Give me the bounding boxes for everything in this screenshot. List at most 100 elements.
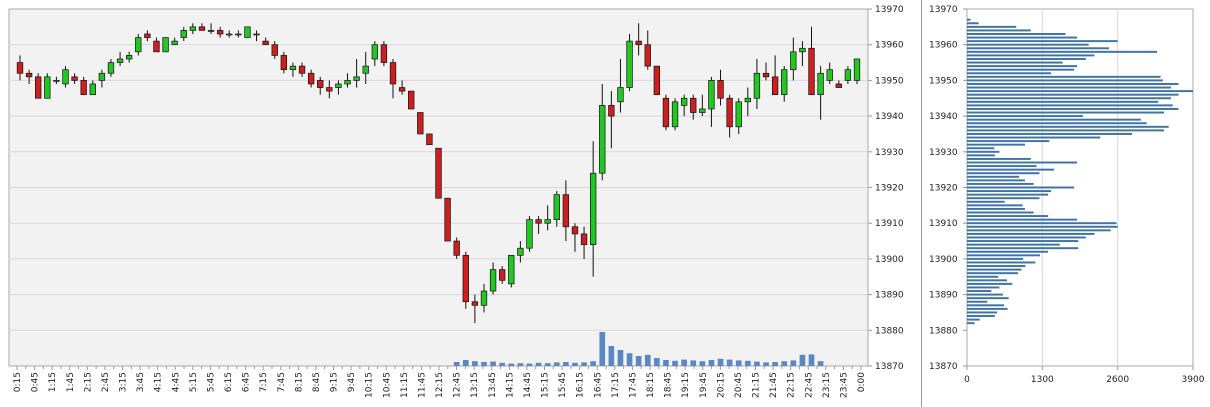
profile-bar — [967, 211, 1034, 214]
x-tick-label: 9:15 — [330, 372, 340, 392]
candle-body — [489, 269, 497, 292]
x-tick-label: 20:15 — [716, 372, 726, 398]
profile-bar — [967, 297, 1009, 300]
profile-bar — [967, 265, 1026, 268]
candle-body — [589, 172, 597, 245]
profile-bar — [967, 65, 1078, 68]
profile-bar — [967, 154, 995, 157]
volume-bar — [772, 362, 778, 366]
profile-bar — [967, 304, 1005, 307]
x-tick-label: 21:15 — [752, 372, 762, 398]
candle-body — [726, 97, 733, 128]
profile-bar — [967, 118, 1141, 121]
profile-bar — [967, 86, 1171, 89]
profile-bar — [967, 47, 1109, 50]
profile-bar — [967, 279, 1007, 282]
volume-bar — [735, 360, 742, 366]
candle-body — [653, 65, 661, 96]
candle-body — [180, 30, 187, 38]
volume-bar — [754, 361, 760, 366]
candle-body — [844, 69, 852, 81]
x-tick-label: 6:45 — [242, 372, 252, 392]
x-tick-label: 0:45 — [31, 372, 41, 392]
y-tick-label: 13950 — [875, 76, 904, 86]
profile-bar — [967, 57, 1086, 60]
profile-bar — [967, 240, 1079, 243]
candle-body — [189, 26, 197, 31]
profile-bar — [967, 282, 1013, 285]
volume-bar — [745, 360, 751, 366]
x-tick-label: 3:45 — [136, 372, 146, 392]
candle-body — [453, 240, 460, 256]
candle-body — [553, 194, 560, 220]
profile-bar — [967, 232, 1095, 235]
x-tick-label: 0:00 — [857, 372, 867, 392]
profile-bar — [967, 115, 1083, 118]
candle-body — [16, 62, 24, 74]
profile-y-tick-label: 13890 — [929, 291, 958, 301]
y-tick-label: 13900 — [875, 255, 904, 265]
candle-body — [226, 33, 233, 36]
profile-bar — [967, 33, 1066, 35]
candle-body — [771, 76, 779, 96]
y-tick-label: 13890 — [875, 291, 904, 301]
x-tick-label: 1:15 — [48, 372, 58, 392]
volume-bar — [672, 360, 678, 366]
candle-body — [781, 69, 788, 96]
profile-bar — [967, 275, 999, 278]
volume-bar — [663, 360, 669, 366]
candle-body — [717, 80, 724, 99]
candle-body — [335, 83, 342, 88]
profile-bar — [967, 25, 1017, 28]
profile-bar — [967, 75, 1161, 78]
profile-bar — [967, 272, 1018, 275]
candle-body — [25, 72, 33, 78]
x-tick-label: 4:15 — [154, 372, 164, 392]
volume-bar — [708, 360, 715, 366]
profile-bar — [967, 29, 1031, 32]
candle-body — [480, 290, 488, 306]
candle-body — [562, 194, 570, 228]
candle-body — [80, 80, 87, 96]
profile-bar — [967, 43, 1089, 46]
profile-x-tick-label: 3900 — [1182, 375, 1205, 385]
candle-body — [744, 97, 751, 103]
profile-bar — [967, 140, 1050, 143]
candle-body — [690, 97, 697, 113]
x-tick-label: 18:45 — [664, 372, 674, 398]
x-tick-label: 17:45 — [628, 372, 638, 398]
candle-body — [116, 58, 124, 63]
profile-bar — [967, 175, 1020, 178]
profile-bar — [967, 129, 1165, 132]
volume-bar — [808, 354, 815, 366]
candle-body — [253, 33, 260, 36]
profile-bar — [967, 236, 1086, 239]
x-tick-label: 8:15 — [294, 372, 304, 392]
candle-body — [171, 40, 178, 46]
candlestick-chart: 13970 13960 13950 13940 13930 13920 13910 13900… — [8, 5, 904, 398]
candle-body — [626, 40, 633, 88]
candle-body — [808, 47, 815, 96]
profile-bar — [967, 172, 1040, 175]
profile-y-tick-label: 13900 — [929, 255, 958, 265]
x-tick-label: 15:45 — [558, 372, 568, 398]
x-tick-label: 23:45 — [839, 372, 849, 398]
candle-body — [799, 47, 806, 53]
candle-body — [853, 58, 861, 81]
candle-body — [317, 80, 324, 88]
candle-body — [535, 219, 542, 224]
candle-body — [326, 87, 333, 92]
candle-body — [608, 105, 615, 117]
profile-y-tick-label: 13950 — [929, 76, 958, 86]
profile-bar — [967, 179, 1025, 182]
volume-bar — [635, 356, 642, 366]
candle-body — [44, 76, 51, 99]
candle-body — [599, 105, 606, 174]
x-tick-label: 22:15 — [787, 372, 797, 398]
candle-body — [353, 76, 360, 81]
volume-bar — [599, 332, 606, 366]
profile-bar — [967, 90, 1193, 93]
profile-x-tick-label: 1300 — [1031, 375, 1054, 385]
profile-y-tick-label: 13870 — [929, 362, 958, 372]
profile-bar — [967, 168, 1054, 171]
